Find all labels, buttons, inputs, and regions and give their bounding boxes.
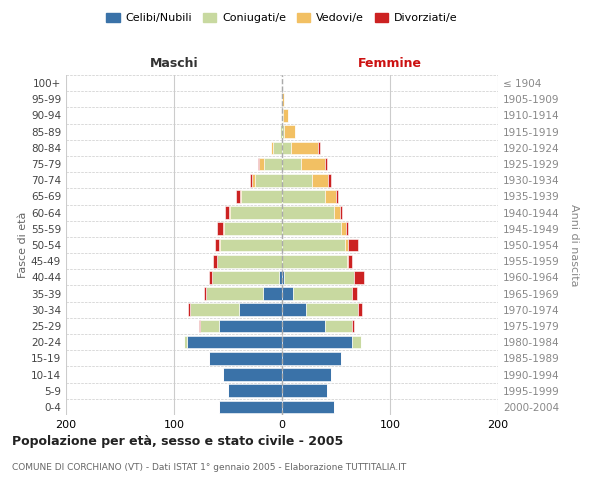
Bar	[282, 288, 293, 300]
Bar	[228, 384, 282, 397]
Bar	[259, 158, 263, 170]
Bar	[224, 222, 282, 235]
Bar	[280, 126, 282, 138]
Bar	[279, 271, 282, 283]
Bar	[282, 320, 325, 332]
Bar	[204, 288, 206, 300]
Bar	[215, 238, 220, 252]
Bar	[282, 255, 347, 268]
Bar	[284, 126, 295, 138]
Bar	[283, 109, 289, 122]
Bar	[236, 190, 240, 202]
Bar	[352, 288, 356, 300]
Bar	[190, 304, 239, 316]
Bar	[282, 384, 328, 397]
Bar	[325, 190, 336, 202]
Bar	[282, 174, 312, 186]
Text: Popolazione per età, sesso e stato civile - 2005: Popolazione per età, sesso e stato civil…	[12, 435, 343, 448]
Bar	[317, 142, 320, 154]
Bar	[220, 400, 282, 413]
Bar	[220, 238, 282, 252]
Bar	[355, 271, 364, 283]
Bar	[282, 271, 284, 283]
Text: Maschi: Maschi	[149, 57, 199, 70]
Bar	[209, 352, 282, 364]
Y-axis label: Anni di nascita: Anni di nascita	[569, 204, 579, 286]
Bar	[340, 206, 343, 219]
Bar	[301, 158, 325, 170]
Bar	[346, 222, 348, 235]
Bar	[282, 368, 331, 381]
Bar	[352, 336, 361, 348]
Bar	[282, 238, 344, 252]
Bar	[306, 304, 358, 316]
Bar	[217, 222, 223, 235]
Bar	[334, 206, 340, 219]
Bar	[341, 222, 346, 235]
Bar	[230, 206, 282, 219]
Bar	[282, 126, 284, 138]
Bar	[263, 288, 282, 300]
Bar	[282, 352, 341, 364]
Bar	[284, 271, 355, 283]
Bar	[325, 158, 328, 170]
Bar	[213, 255, 217, 268]
Bar	[199, 320, 200, 332]
Bar	[200, 320, 220, 332]
Bar	[212, 271, 279, 283]
Bar	[282, 190, 325, 202]
Bar	[250, 174, 252, 186]
Bar	[252, 174, 255, 186]
Bar	[217, 255, 282, 268]
Bar	[258, 158, 259, 170]
Bar	[348, 238, 358, 252]
Bar	[282, 142, 290, 154]
Bar	[347, 255, 348, 268]
Bar	[240, 190, 241, 202]
Bar	[282, 206, 334, 219]
Bar	[344, 238, 348, 252]
Bar	[225, 206, 229, 219]
Bar	[188, 304, 190, 316]
Bar	[352, 320, 355, 332]
Bar	[239, 304, 282, 316]
Bar	[290, 142, 317, 154]
Bar	[348, 255, 352, 268]
Bar	[263, 158, 282, 170]
Bar	[336, 190, 338, 202]
Bar	[223, 222, 224, 235]
Bar	[293, 288, 352, 300]
Legend: Celibi/Nubili, Coniugati/e, Vedovi/e, Divorziati/e: Celibi/Nubili, Coniugati/e, Vedovi/e, Di…	[102, 8, 462, 28]
Bar	[312, 174, 328, 186]
Bar	[282, 222, 341, 235]
Bar	[209, 271, 212, 283]
Text: Femmine: Femmine	[358, 57, 422, 70]
Bar	[282, 109, 283, 122]
Bar	[255, 174, 282, 186]
Bar	[271, 142, 274, 154]
Bar	[187, 336, 282, 348]
Bar	[229, 206, 230, 219]
Text: COMUNE DI CORCHIANO (VT) - Dati ISTAT 1° gennaio 2005 - Elaborazione TUTTITALIA.: COMUNE DI CORCHIANO (VT) - Dati ISTAT 1°…	[12, 463, 406, 472]
Bar	[328, 174, 331, 186]
Bar	[325, 320, 352, 332]
Y-axis label: Fasce di età: Fasce di età	[18, 212, 28, 278]
Bar	[282, 304, 306, 316]
Bar	[282, 158, 301, 170]
Bar	[206, 288, 263, 300]
Bar	[220, 320, 282, 332]
Bar	[274, 142, 282, 154]
Bar	[282, 336, 352, 348]
Bar	[282, 93, 284, 106]
Bar	[223, 368, 282, 381]
Bar	[241, 190, 282, 202]
Bar	[358, 304, 362, 316]
Bar	[282, 400, 334, 413]
Bar	[184, 336, 187, 348]
